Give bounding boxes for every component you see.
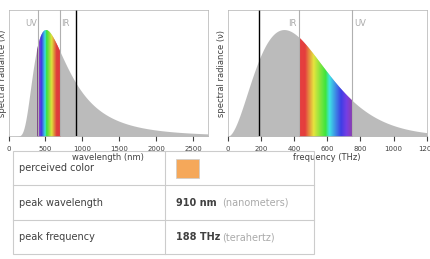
Text: peak wavelength: peak wavelength [19, 198, 103, 208]
Bar [175, 159, 198, 178]
Y-axis label: spectral radiance (ν): spectral radiance (ν) [217, 30, 226, 117]
Y-axis label: spectral radiance (λ): spectral radiance (λ) [0, 30, 7, 117]
Text: perceived color: perceived color [19, 163, 94, 173]
Text: 910 nm: 910 nm [175, 198, 216, 208]
X-axis label: frequency (THz): frequency (THz) [293, 153, 360, 162]
Text: 188 THz: 188 THz [175, 232, 220, 242]
Text: UV: UV [25, 19, 37, 28]
Bar [13, 151, 313, 254]
Text: UV: UV [353, 19, 365, 28]
Text: IR: IR [61, 19, 69, 28]
Text: peak frequency: peak frequency [19, 232, 95, 242]
Text: (nanometers): (nanometers) [221, 198, 288, 208]
Text: (terahertz): (terahertz) [221, 232, 274, 242]
X-axis label: wavelength (nm): wavelength (nm) [72, 153, 144, 162]
Text: IR: IR [288, 19, 296, 28]
